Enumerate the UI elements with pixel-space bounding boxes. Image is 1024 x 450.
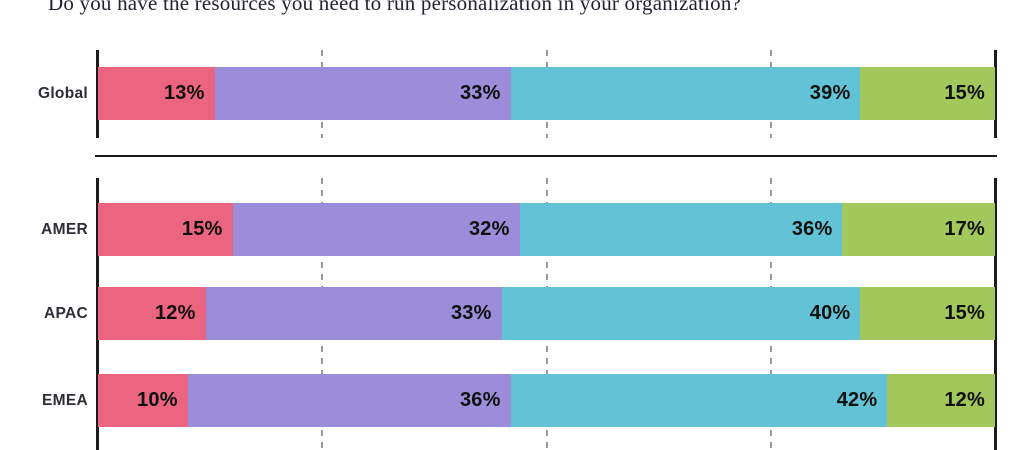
bar-row-amer: 15% 32% 36% 17% <box>98 203 995 256</box>
axis-line-right-regions <box>994 178 997 450</box>
regions-plot-area: 15% 32% 36% 17% 12% 33% 40% 15% 10% 36% … <box>96 178 997 450</box>
bar-segment-purple: 36% <box>187 374 511 427</box>
category-label-amer: AMER <box>41 220 88 238</box>
bar-segment-green: 15% <box>860 67 995 120</box>
value-label: 36% <box>459 389 501 411</box>
bar-row-emea: 10% 36% 42% 12% <box>98 374 995 427</box>
value-label: 33% <box>459 82 501 104</box>
category-label-apac: APAC <box>44 304 88 322</box>
value-label: 42% <box>836 389 878 411</box>
value-label: 12% <box>154 302 196 324</box>
regions-section: AMER APAC EMEA 15% 32% 36% 17% 12% 33% 4… <box>0 178 1024 450</box>
value-label: 33% <box>450 302 492 324</box>
axis-line-right-global <box>994 50 997 138</box>
axis-line-left-global <box>96 50 99 138</box>
bar-segment-green: 15% <box>860 287 995 340</box>
bar-segment-pink: 15% <box>98 203 233 256</box>
category-label-global: Global <box>37 84 88 102</box>
value-label: 36% <box>791 218 833 240</box>
value-label: 40% <box>809 302 851 324</box>
global-plot-area: 13% 33% 39% 15% <box>96 50 997 138</box>
bar-row-apac: 12% 33% 40% 15% <box>98 287 995 340</box>
axis-line-left-regions <box>96 178 99 450</box>
bar-segment-teal: 39% <box>510 67 861 120</box>
bar-segment-pink: 13% <box>98 67 215 120</box>
bar-segment-teal: 40% <box>501 287 861 340</box>
category-label-emea: EMEA <box>42 391 88 409</box>
value-label: 15% <box>944 302 985 324</box>
bar-segment-teal: 36% <box>519 203 843 256</box>
value-label: 13% <box>163 82 205 104</box>
value-label: 39% <box>809 82 851 104</box>
chart-title: Do you have the resources you need to ru… <box>48 0 742 15</box>
bar-segment-purple: 33% <box>205 287 502 340</box>
bar-segment-green: 17% <box>842 203 995 256</box>
bar-segment-purple: 33% <box>214 67 511 120</box>
value-label: 15% <box>944 82 985 104</box>
value-label: 12% <box>944 389 985 411</box>
value-label: 15% <box>181 218 223 240</box>
bar-segment-purple: 32% <box>232 203 520 256</box>
bar-segment-teal: 42% <box>510 374 888 427</box>
value-label: 32% <box>468 218 510 240</box>
global-row-section: Global 13% 33% 39% 15% <box>0 50 1024 138</box>
bar-segment-pink: 12% <box>98 287 206 340</box>
value-label: 10% <box>137 389 178 411</box>
separator-line <box>95 155 997 157</box>
bar-row-global: 13% 33% 39% 15% <box>98 67 995 120</box>
bar-segment-green: 12% <box>887 374 995 427</box>
bar-segment-pink: 10% <box>98 374 188 427</box>
value-label: 17% <box>944 218 985 240</box>
